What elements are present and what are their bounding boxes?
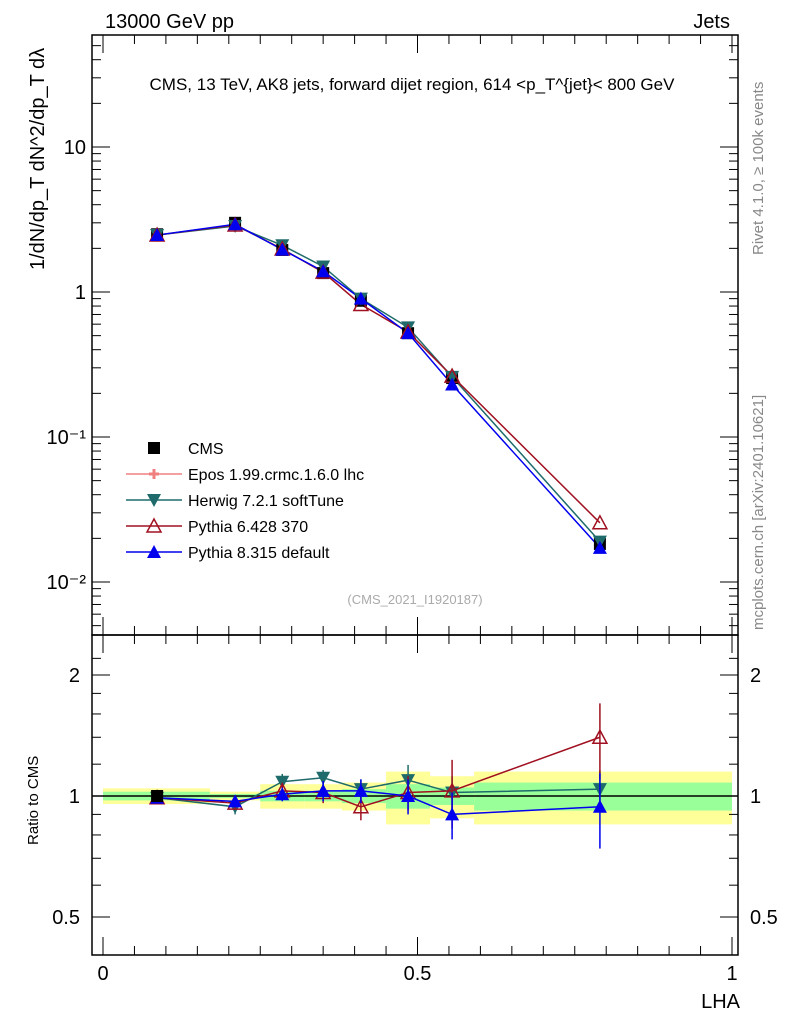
ratio-point xyxy=(591,728,609,745)
ratio-y-tick-label-right: 1 xyxy=(750,786,761,808)
ratio-point xyxy=(592,799,607,813)
y-tick-label: 10⁻¹ xyxy=(47,427,87,449)
legend-label: Epos 1.99.crmc.1.6.0 lhc xyxy=(188,467,364,484)
data-point xyxy=(353,291,368,305)
y-tick-label: 10 xyxy=(64,137,86,159)
data-point xyxy=(445,377,460,391)
y-tick-label: 10⁻² xyxy=(47,572,87,594)
ratio-point xyxy=(275,787,290,801)
ratio-series-line xyxy=(157,790,600,816)
legend-marker xyxy=(145,517,163,533)
data-point xyxy=(592,540,607,554)
legend-marker xyxy=(147,545,161,558)
ratio-y-tick-label: 0.5 xyxy=(52,907,80,929)
legend-marker xyxy=(149,469,159,479)
ratio-y-tick-label: 1 xyxy=(69,786,80,808)
ratio-point xyxy=(352,798,370,814)
ratio-point xyxy=(228,794,243,808)
x-axis-label: LHA xyxy=(701,991,741,1013)
rivet-label: Rivet 4.1.0, ≥ 100k events xyxy=(750,82,767,255)
ratio-y-label: Ratio to CMS xyxy=(25,756,42,845)
ratio-series-line xyxy=(157,736,601,808)
data-point xyxy=(275,242,290,256)
data-point xyxy=(150,228,165,242)
data-point xyxy=(228,217,243,231)
series-line xyxy=(156,223,601,549)
ratio-y-tick-label: 2 xyxy=(69,665,80,687)
ratio-y-tick-label-right: 2 xyxy=(750,665,761,687)
legend-marker xyxy=(148,442,160,454)
ratio-point xyxy=(316,783,331,797)
analysis-annotation: (CMS_2021_I1920187) xyxy=(347,592,482,607)
plot-title: CMS, 13 TeV, AK8 jets, forward dijet reg… xyxy=(150,75,676,94)
data-point xyxy=(401,326,416,340)
y-tick-label: 1 xyxy=(75,282,86,304)
legend-label: CMS xyxy=(188,441,224,458)
header-left: 13000 GeV pp xyxy=(105,11,234,33)
ratio-point xyxy=(316,771,331,785)
data-point xyxy=(316,264,331,278)
ratio-point xyxy=(445,807,460,821)
x-tick-label: 1 xyxy=(726,963,737,985)
ratio-plot-frame xyxy=(91,634,739,956)
header-right: Jets xyxy=(693,11,730,33)
x-tick-label: 0 xyxy=(97,963,108,985)
ratio-point xyxy=(401,789,416,802)
mcplots-label: mcplots.cern.ch [arXiv:2401.10621] xyxy=(750,395,767,630)
y-axis-label: 1/dN/dp_T dN^2/dp_T dλ xyxy=(27,48,49,270)
legend-marker xyxy=(147,494,161,507)
ratio-point xyxy=(353,783,368,797)
legend-label: Herwig 7.2.1 softTune xyxy=(188,493,344,510)
legend-label: Pythia 8.315 default xyxy=(188,545,330,562)
ratio-cms-point xyxy=(151,790,164,802)
x-tick-label: 0.5 xyxy=(404,963,432,985)
ratio-y-tick-label-right: 0.5 xyxy=(750,907,778,929)
legend-label: Pythia 6.428 370 xyxy=(188,519,308,536)
data-point xyxy=(591,514,609,530)
